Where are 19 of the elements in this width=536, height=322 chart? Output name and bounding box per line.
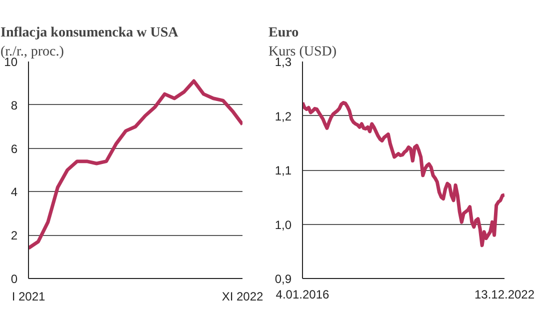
line-series xyxy=(302,100,504,248)
x-tick-label: 4.01.2016 xyxy=(276,288,330,302)
y-tick-label: 0 xyxy=(10,272,18,286)
chart-title: Euro xyxy=(268,26,299,40)
y-tick-label: 2 xyxy=(10,228,18,243)
y-tick-label: 6 xyxy=(10,142,18,156)
y-tick-label: 1,3 xyxy=(274,55,292,69)
line-series xyxy=(28,79,242,250)
chart-subtitle: (r./r., proc.) xyxy=(0,44,64,60)
x-tick-label: XI 2022 xyxy=(222,290,264,304)
x-tick-label: 13.12.2022 xyxy=(474,288,535,302)
chart-title: Inflacja konsumencka w USA xyxy=(0,26,180,40)
y-tick-label: 0,9 xyxy=(274,272,292,286)
x-tick-label: I 2021 xyxy=(12,290,46,304)
y-tick-label: 8 xyxy=(10,98,18,112)
y-tick-label: 1,1 xyxy=(274,164,292,178)
y-tick-label: 4 xyxy=(10,185,18,200)
y-tick-label: 1,2 xyxy=(274,109,292,124)
y-tick-label: 1,0 xyxy=(274,218,292,232)
